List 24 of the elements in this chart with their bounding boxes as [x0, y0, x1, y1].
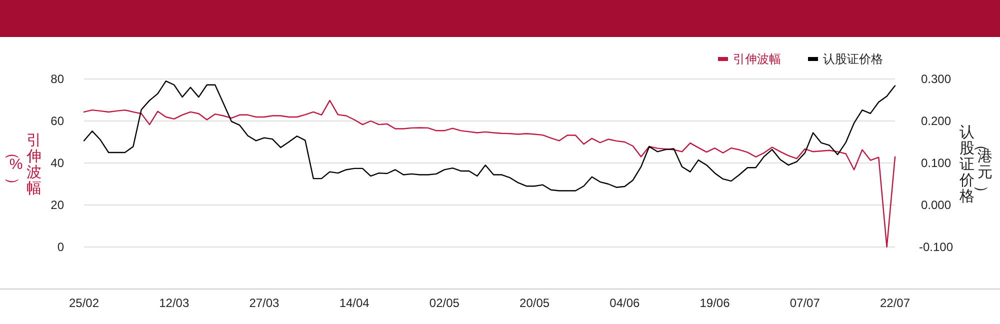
x-tick-label: 20/05	[520, 296, 550, 310]
x-tick-label: 04/06	[610, 296, 640, 310]
y-tick-label: 40	[50, 156, 64, 170]
x-tick-label: 22/07	[880, 296, 910, 310]
legend-label: 引伸波幅	[733, 52, 781, 66]
y-tick-label: 80	[50, 72, 64, 86]
y2-tick-label: 0.100	[920, 156, 952, 170]
y-tick-label: 0	[57, 240, 64, 254]
line-series	[83, 100, 896, 248]
y2-tick-label: 0.000	[920, 198, 952, 212]
x-tick-label: 14/04	[339, 296, 370, 310]
y-tick-label: 60	[50, 114, 64, 128]
legend-label: 认股证价格	[823, 52, 883, 66]
y2-tick-label: -0.100	[918, 240, 954, 254]
x-tick-label: 19/06	[700, 296, 730, 310]
x-tick-label: 27/03	[249, 296, 280, 310]
x-tick-label: 25/02	[68, 296, 100, 310]
y-tick-label: 20	[50, 198, 64, 212]
y2-tick-label: 0.200	[920, 114, 952, 128]
x-tick-label: 12/03	[159, 296, 190, 310]
line-series	[83, 80, 896, 192]
x-tick-label: 07/07	[790, 296, 820, 310]
y2-tick-label: 0.300	[920, 72, 952, 86]
x-tick-label: 02/05	[429, 296, 460, 310]
